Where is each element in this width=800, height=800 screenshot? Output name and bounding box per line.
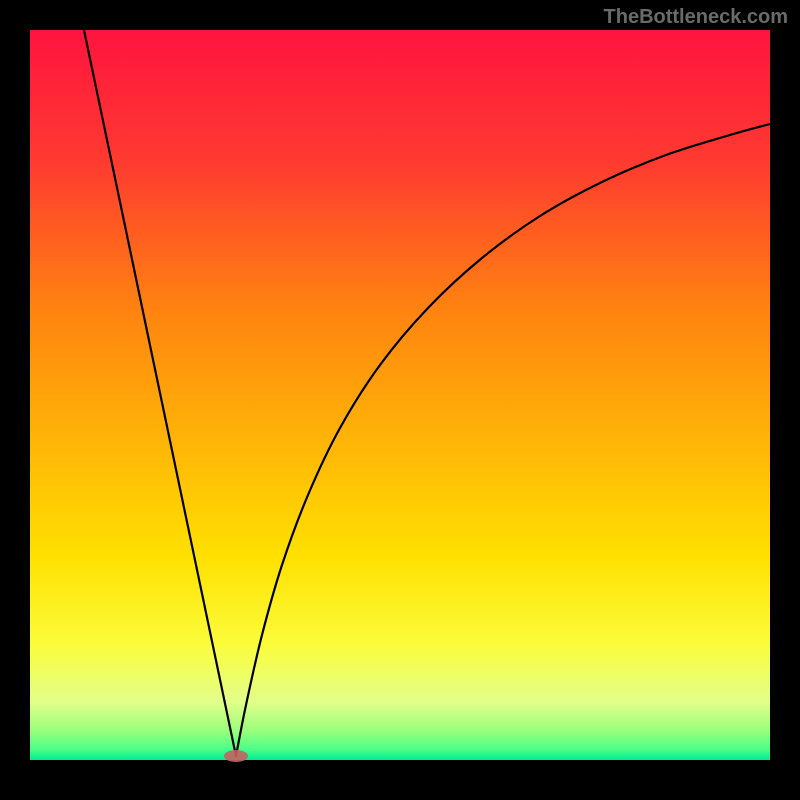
chart-container: TheBottleneck.com — [0, 0, 800, 800]
bottleneck-chart — [0, 0, 800, 800]
plot-area — [30, 30, 770, 760]
watermark-text: TheBottleneck.com — [604, 6, 788, 29]
bottleneck-marker — [224, 750, 248, 762]
